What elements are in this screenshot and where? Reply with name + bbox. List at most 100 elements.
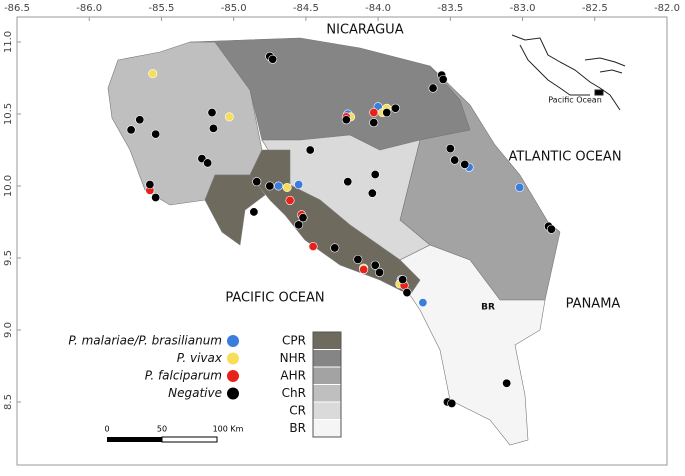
case-point (428, 83, 438, 93)
y-tick-label: 9.0 (3, 322, 14, 338)
region-label: AHR (280, 369, 306, 383)
case-point (294, 180, 304, 190)
scale-label: 100 Km (213, 425, 244, 434)
case-point (135, 115, 145, 125)
y-tick-label: 11.0 (3, 31, 14, 53)
case-point (450, 155, 460, 165)
case-point (265, 181, 275, 191)
case-point (375, 267, 385, 277)
overlay: -86.5 -86.0 -85.5 -85.0 -84.5 -84.0 -83.5 -83.0… (3, 3, 680, 438)
case-point (268, 54, 278, 64)
legend-label: Negative (168, 386, 222, 400)
inset-coast (519, 44, 590, 96)
legend-marker (226, 386, 240, 401)
y-tick-label: 10.5 (3, 103, 14, 125)
region-label: ChR (282, 386, 306, 400)
case-point (438, 74, 448, 84)
scale-label: 50 (157, 425, 167, 434)
region-label: CPR (282, 334, 306, 348)
x-tick-label: -86.0 (76, 3, 102, 14)
inset-island (584, 57, 626, 67)
case-point (282, 182, 292, 192)
case-point (369, 108, 379, 118)
case-point (151, 129, 161, 139)
region-label: CR (289, 404, 306, 418)
case-point (343, 177, 353, 187)
case-point (402, 288, 412, 298)
case-point (382, 108, 392, 118)
inset-coast (511, 34, 621, 111)
region-swatch (312, 349, 342, 368)
case-point (207, 108, 217, 118)
case-point (224, 112, 234, 122)
region-swatch (312, 419, 342, 438)
region-legend-frame (312, 331, 342, 438)
scale-label: 0 (104, 425, 109, 434)
x-tick-label: -85.0 (221, 3, 247, 14)
inset-highlight (594, 89, 604, 96)
x-tick-label: -85.5 (149, 3, 175, 14)
case-point (126, 125, 136, 135)
country-label: PANAMA (566, 297, 621, 312)
y-tick-label: 8.5 (3, 394, 14, 410)
region-swatch (312, 366, 342, 385)
case-point (359, 265, 369, 275)
case-point (294, 220, 304, 230)
case-point (285, 195, 295, 205)
case-point (148, 69, 158, 79)
region-swatch (312, 401, 342, 420)
x-tick-label: -82.0 (654, 3, 680, 14)
ocean-label: PACIFIC OCEAN (225, 291, 324, 306)
case-point (460, 159, 470, 169)
x-tick-label: -83.0 (510, 3, 536, 14)
case-point (370, 169, 380, 179)
region-swatch (312, 384, 342, 403)
x-tick-label: -82.5 (582, 3, 608, 14)
case-point (546, 224, 556, 234)
region-swatch (312, 331, 342, 350)
case-point (252, 177, 262, 187)
case-point (330, 243, 340, 253)
scale-segment (161, 436, 218, 443)
case-point (447, 398, 457, 408)
legend-marker (226, 334, 240, 348)
inset-island (599, 69, 623, 74)
scale-segment (107, 437, 162, 442)
y-tick-label: 9.5 (3, 250, 14, 266)
legend-marker (226, 369, 240, 383)
case-point (418, 298, 428, 308)
case-point (203, 158, 213, 168)
region-label: NHR (280, 351, 306, 365)
case-point (502, 378, 512, 388)
ocean-label: ATLANTIC OCEAN (508, 150, 621, 165)
legend-label: P. malariae/P. brasilianum (68, 334, 222, 348)
case-point (208, 123, 218, 133)
case-point (273, 181, 283, 191)
case-point (390, 103, 400, 113)
case-point (369, 118, 379, 128)
case-point (298, 213, 308, 223)
region-br (399, 244, 546, 446)
regions (107, 37, 561, 446)
case-point (515, 182, 525, 192)
y-tick-label: 10.0 (3, 175, 14, 197)
case-point (249, 207, 259, 217)
x-tick-label: -84.0 (365, 3, 391, 14)
x-tick-label: -86.5 (4, 3, 30, 14)
x-tick-label: -83.5 (437, 3, 463, 14)
legend-marker (226, 351, 240, 366)
region-label: BR (289, 421, 306, 435)
case-point (151, 193, 161, 203)
case-point (145, 180, 155, 190)
legend-label: P. falciparum (145, 369, 222, 383)
inset-label: Pacific Ocean (548, 96, 602, 105)
case-point (305, 145, 315, 155)
case-point (308, 241, 318, 251)
legend-label: P. vivax (177, 351, 223, 365)
case-point (341, 115, 351, 125)
case-point (445, 144, 455, 154)
case-point (398, 275, 408, 285)
case-point (370, 260, 380, 270)
case-point (353, 254, 363, 264)
case-point (367, 188, 377, 198)
